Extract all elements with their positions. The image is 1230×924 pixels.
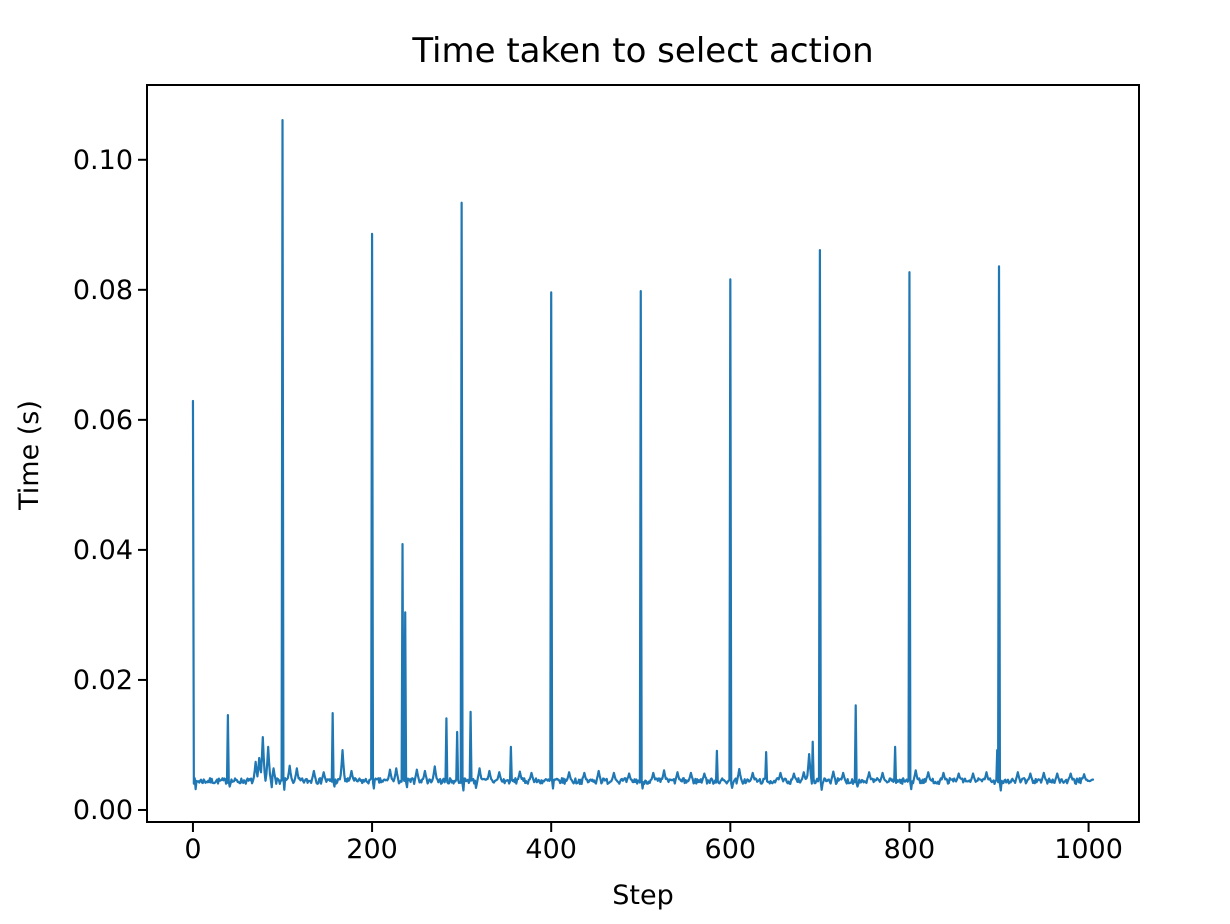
- y-tick-label: 0.08: [73, 275, 133, 306]
- plot-border: [146, 84, 1140, 823]
- x-tick-label: 1000: [1054, 834, 1123, 865]
- axis-ticks: 0 200 400 600 800 1000 0.00 0.02 0.04 0.06 0.08 0.1…: [73, 145, 1123, 865]
- x-tick-label: 600: [705, 834, 757, 865]
- x-tick-label: 400: [525, 834, 577, 865]
- x-tick-label: 0: [184, 834, 201, 865]
- x-tick-label: 200: [346, 834, 398, 865]
- line-series: [191, 119, 1095, 792]
- y-axis-label: Time (s): [14, 400, 45, 511]
- y-tick-label: 0.06: [73, 405, 133, 436]
- chart-title: Time taken to select action: [411, 31, 873, 71]
- y-tick-label: 0.00: [73, 795, 133, 826]
- y-tick-label: 0.04: [73, 535, 133, 566]
- series-line: [191, 119, 1095, 792]
- y-tick-label: 0.10: [73, 145, 133, 176]
- y-tick-label: 0.02: [73, 665, 133, 696]
- x-tick-label: 800: [884, 834, 936, 865]
- x-axis-label: Step: [612, 880, 673, 911]
